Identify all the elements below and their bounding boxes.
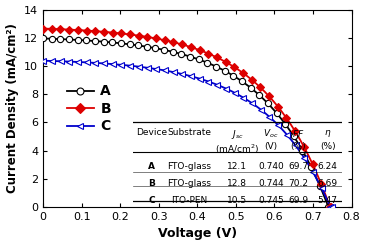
X-axis label: Voltage (V): Voltage (V): [158, 228, 237, 240]
Y-axis label: Current Density (mA/cm²): Current Density (mA/cm²): [5, 23, 19, 193]
Legend: A, B, C: A, B, C: [62, 79, 116, 138]
